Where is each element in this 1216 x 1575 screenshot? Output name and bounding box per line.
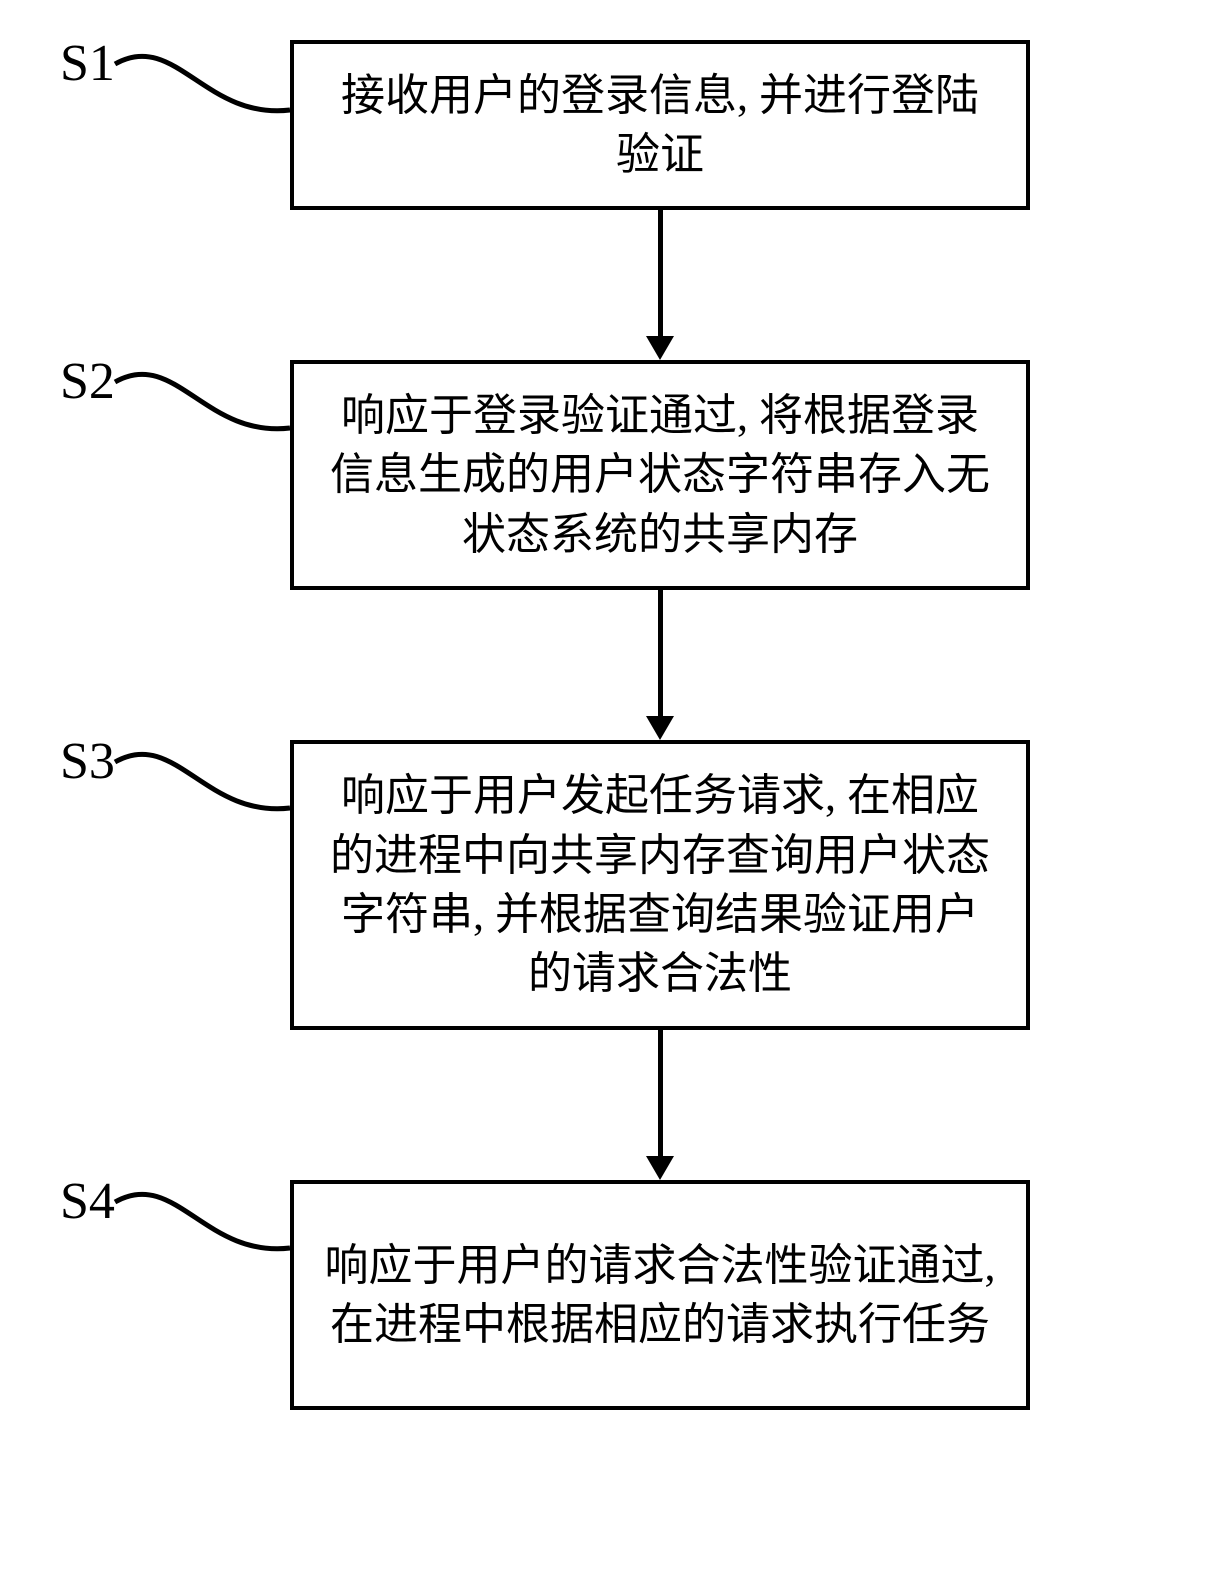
step-label-s3: S3 — [60, 732, 115, 791]
flow-step-text: 接收用户的登录信息, 并进行登陆验证 — [322, 66, 998, 185]
flow-arrow-head-icon — [646, 716, 674, 740]
flow-step-text: 响应于用户发起任务请求, 在相应的进程中向共享内存查询用户状态字符串, 并根据查… — [322, 766, 998, 1004]
label-connector-curve — [115, 358, 295, 448]
label-connector-curve — [115, 1178, 295, 1268]
flow-step-s4: 响应于用户的请求合法性验证通过, 在进程中根据相应的请求执行任务 — [290, 1180, 1030, 1410]
flow-arrow-head-icon — [646, 1156, 674, 1180]
step-label-s2: S2 — [60, 352, 115, 411]
flow-arrow-line — [658, 1030, 663, 1156]
label-connector-curve — [115, 738, 295, 828]
flowchart-canvas: 接收用户的登录信息, 并进行登陆验证 S1 响应于登录验证通过, 将根据登录信息生成… — [0, 0, 1216, 1575]
flow-arrow-line — [658, 210, 663, 336]
flow-step-s2: 响应于登录验证通过, 将根据登录信息生成的用户状态字符串存入无状态系统的共享内存 — [290, 360, 1030, 590]
flow-arrow-head-icon — [646, 336, 674, 360]
flow-step-s1: 接收用户的登录信息, 并进行登陆验证 — [290, 40, 1030, 210]
step-label-s4: S4 — [60, 1172, 115, 1231]
step-label-s1: S1 — [60, 34, 115, 93]
flow-step-text: 响应于用户的请求合法性验证通过, 在进程中根据相应的请求执行任务 — [322, 1236, 998, 1355]
flow-step-text: 响应于登录验证通过, 将根据登录信息生成的用户状态字符串存入无状态系统的共享内存 — [322, 386, 998, 564]
flow-step-s3: 响应于用户发起任务请求, 在相应的进程中向共享内存查询用户状态字符串, 并根据查… — [290, 740, 1030, 1030]
flow-arrow-line — [658, 590, 663, 716]
label-connector-curve — [115, 40, 295, 130]
